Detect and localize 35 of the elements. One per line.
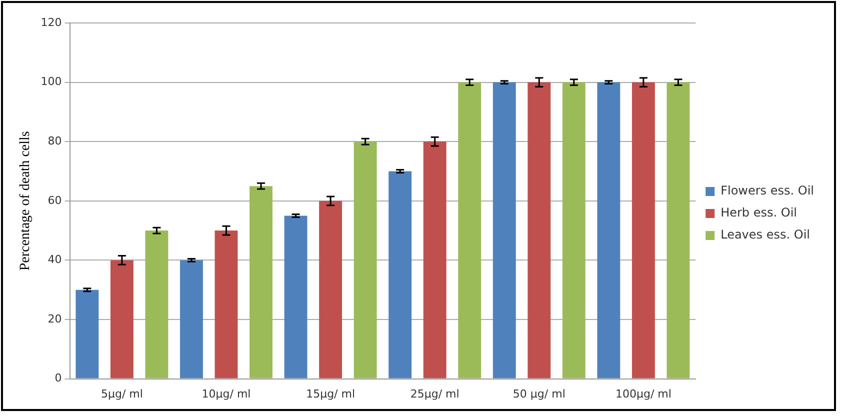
bar	[214, 230, 238, 378]
y-tick-label: 80	[48, 134, 62, 148]
x-tick-label: 100µg/ ml	[615, 387, 672, 400]
bar	[110, 260, 134, 378]
bar	[492, 82, 516, 378]
bar	[632, 82, 655, 378]
x-tick-label: 15µg/ ml	[306, 387, 356, 400]
x-tick-label: 10µg/ ml	[202, 387, 251, 400]
x-tick-label: 5µg/ ml	[100, 387, 143, 400]
bar	[528, 82, 551, 378]
bar	[145, 230, 168, 378]
bar	[180, 260, 203, 378]
y-tick-label: 60	[48, 194, 62, 207]
legend-label: Leaves ess. Oil	[720, 228, 810, 242]
bar	[597, 82, 620, 378]
bar	[250, 186, 272, 378]
bar	[76, 290, 99, 378]
y-tick-label: 20	[48, 312, 62, 326]
bar	[458, 82, 482, 378]
bar	[666, 82, 690, 378]
y-tick-label: 0	[54, 372, 62, 385]
bar	[284, 216, 308, 378]
bar	[354, 142, 377, 378]
x-tick-label: 25µg/ ml	[410, 387, 460, 400]
y-tick-label: 120	[40, 16, 62, 29]
legend-label: Herb ess. Oil	[720, 206, 797, 220]
x-tick-label: 50 µg/ ml	[512, 387, 566, 400]
bar	[423, 142, 446, 378]
y-axis-title: Percentage of death cells	[18, 131, 34, 271]
legend-label: Flowers ess. Oil	[720, 184, 814, 198]
bar	[562, 82, 586, 378]
bar	[319, 200, 342, 378]
bar	[388, 171, 412, 378]
y-tick-label: 40	[48, 253, 62, 266]
y-tick-label: 100	[40, 75, 62, 88]
